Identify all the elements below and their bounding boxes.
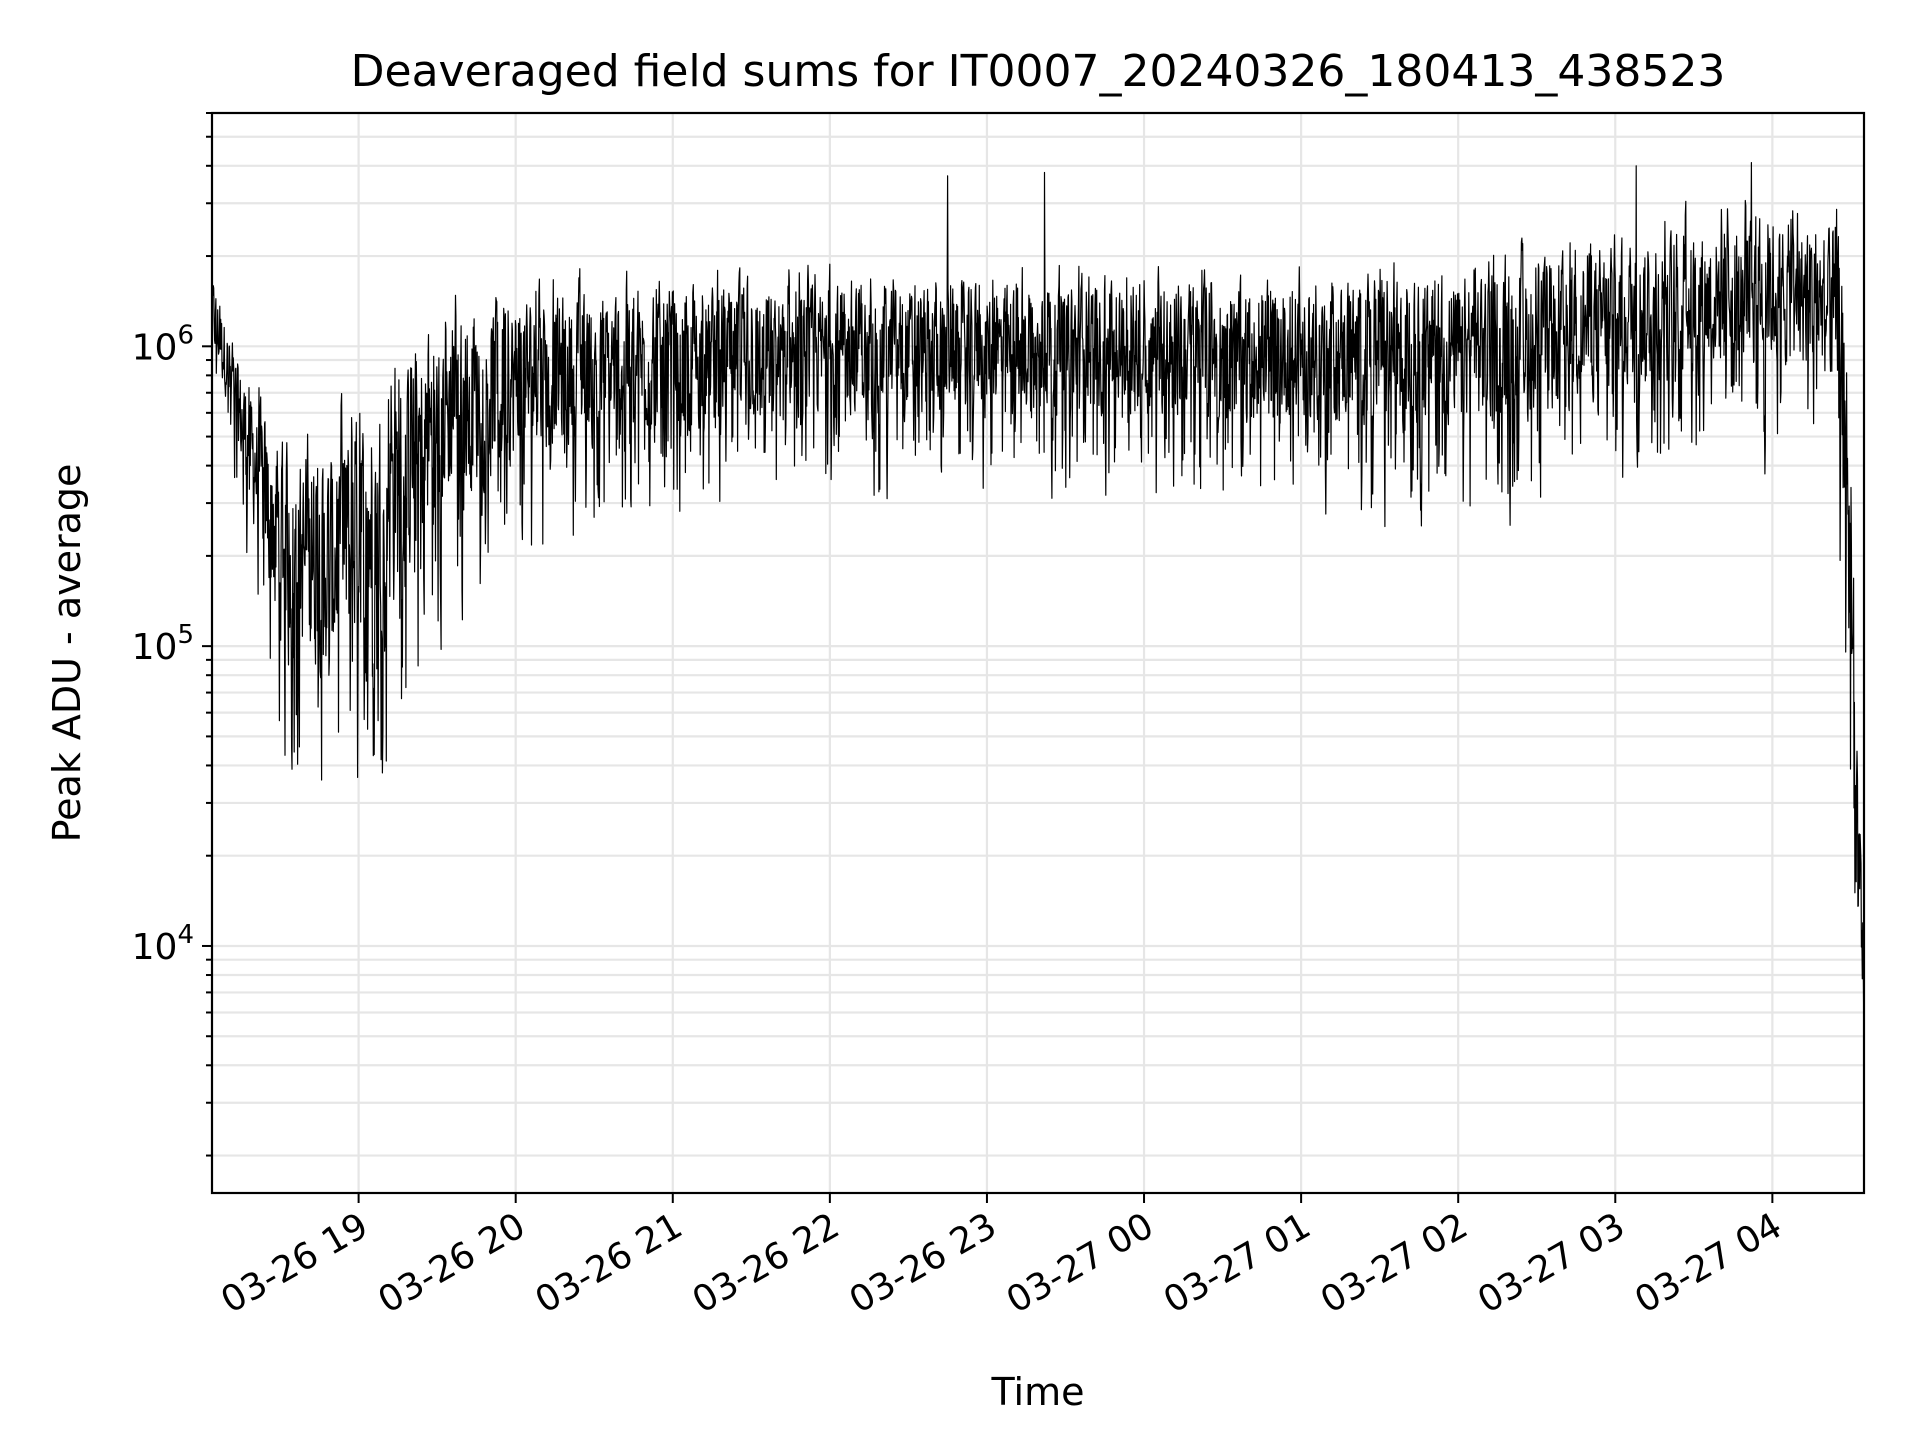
y-tick-label: 106 (132, 320, 194, 368)
series-line-peak-adu (211, 162, 1865, 1039)
series-layer (211, 162, 1865, 1039)
plot-frame (210, 111, 1866, 1195)
y-tick-base: 10 (132, 327, 178, 368)
y-tick-exponent: 6 (177, 320, 194, 350)
x-axis-label: Time (991, 1370, 1085, 1414)
y-tick-base: 10 (132, 927, 178, 968)
y-tick-exponent: 4 (177, 920, 194, 950)
y-tick-exponent: 5 (177, 620, 194, 650)
y-axis-label: Peak ADU - average (45, 464, 89, 843)
y-tick-base: 10 (132, 627, 178, 668)
y-tick-label: 105 (132, 620, 194, 668)
y-tick-label: 104 (132, 920, 194, 968)
chart-title: Deaveraged field sums for IT0007_2024032… (351, 46, 1726, 97)
